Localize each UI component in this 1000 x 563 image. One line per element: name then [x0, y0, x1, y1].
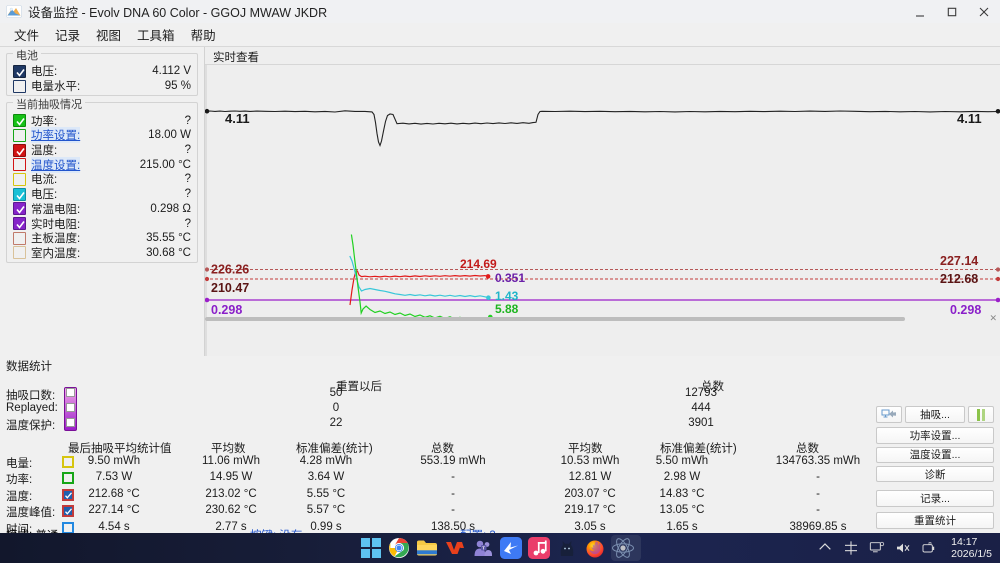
svg-text:226.26: 226.26 [211, 263, 249, 277]
svg-text:4.11: 4.11 [957, 111, 982, 126]
svg-text:227.14: 227.14 [940, 254, 978, 268]
svg-text:214.69: 214.69 [460, 257, 497, 271]
svg-text:210.47: 210.47 [211, 281, 249, 295]
svg-text:4.11: 4.11 [225, 111, 250, 126]
svg-text:0.351: 0.351 [495, 271, 525, 285]
svg-text:1.43: 1.43 [495, 289, 519, 303]
svg-text:T: T [482, 545, 485, 550]
svg-text:212.68: 212.68 [940, 272, 978, 286]
